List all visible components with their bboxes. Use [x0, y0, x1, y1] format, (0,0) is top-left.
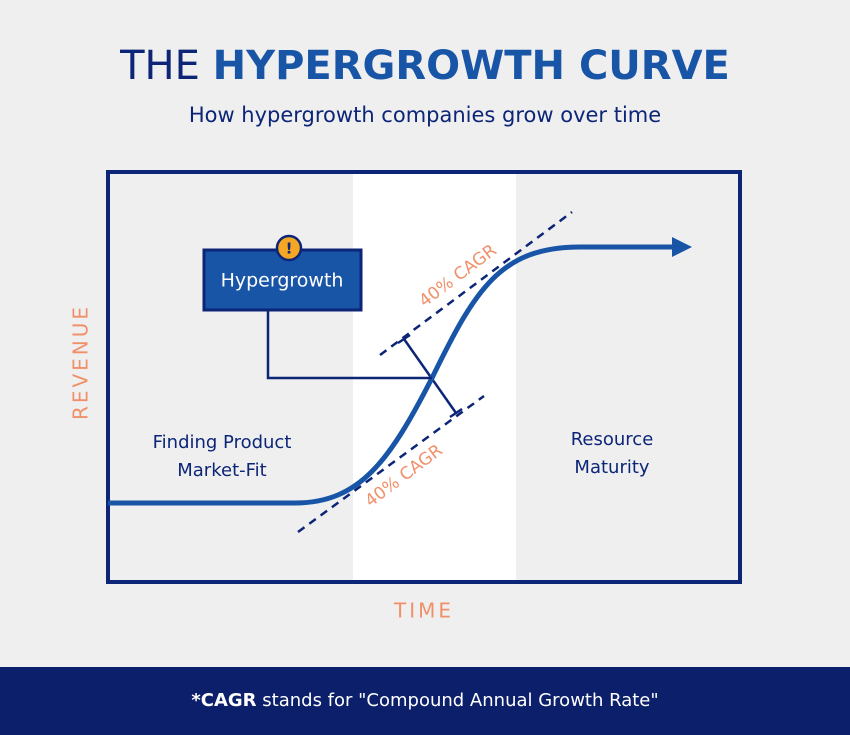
chart-frame [106, 170, 742, 584]
warning-icon [275, 234, 303, 262]
growth-curve [108, 244, 672, 506]
phase-label: Maturity [574, 457, 649, 478]
title-emphasis: HYPERGROWTH CURVE [213, 43, 730, 89]
subtitle: How hypergrowth companies grow over time [189, 103, 661, 127]
arrow-head [672, 237, 692, 257]
phase-label: Finding Product [153, 432, 292, 453]
footer-band [0, 667, 850, 735]
footer-emphasis: *CAGR [191, 690, 256, 711]
y-axis-label: REVENUE [69, 304, 93, 420]
phase-label: Market-Fit [177, 460, 266, 481]
title-prefix: THE [119, 43, 200, 89]
rate-line-lower [297, 394, 485, 534]
callout-connector [266, 310, 432, 380]
x-axis-label: TIME [393, 599, 454, 623]
callout-label: Hypergrowth [221, 270, 344, 292]
title: THE HYPERGROWTH CURVE [119, 43, 730, 89]
footer-note: *CAGR stands for "Compound Annual Growth… [191, 690, 658, 711]
rate-line-upper [379, 210, 573, 357]
rate-span-cap [449, 407, 463, 419]
footer-text: stands for "Compound Annual Growth Rate" [262, 690, 658, 711]
rate-span [402, 338, 458, 414]
warning-icon-mark: ! [286, 240, 293, 258]
rate-span-cap [397, 333, 411, 345]
phase-label: Resource [571, 429, 654, 450]
